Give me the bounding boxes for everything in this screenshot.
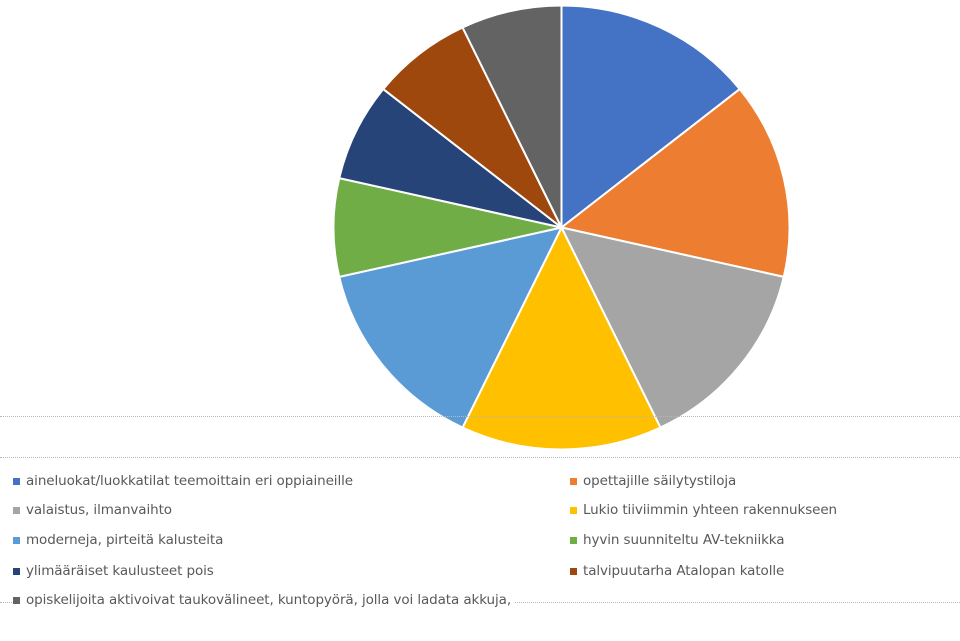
legend-item-6: ylimääräiset kaulusteet pois	[13, 563, 214, 579]
legend-label: Lukio tiiviimmin yhteen rakennukseen	[583, 502, 837, 518]
legend-label: opiskelijoita aktivoivat taukovälineet, …	[26, 592, 512, 608]
pie-slice-2	[560, 226, 785, 429]
legend-label: opettajille säilytystiloja	[583, 473, 737, 489]
pie-slice-5	[332, 177, 563, 278]
legend-marker-icon	[13, 477, 20, 485]
legend-label: moderneja, pirteitä kalusteita	[26, 532, 224, 548]
pie-slice-1	[560, 88, 791, 278]
legend-item-4: moderneja, pirteitä kalusteita	[13, 532, 223, 548]
legend-item-2: valaistus, ilmanvaihto	[13, 502, 172, 518]
pie-slice-3	[461, 226, 662, 451]
legend-item-1: opettajille säilytystiloja	[570, 473, 736, 489]
legend-item-8: opiskelijoita aktivoivat taukovälineet, …	[13, 592, 516, 608]
pie-slice-6	[338, 88, 563, 229]
separator-line-2	[0, 457, 960, 458]
pie-slice-7	[382, 26, 563, 229]
legend-marker-icon	[13, 506, 20, 514]
legend-item-3: Lukio tiiviimmin yhteen rakennukseen	[570, 502, 837, 518]
pie-slice-4	[338, 226, 563, 429]
legend-marker-icon	[13, 536, 20, 544]
legend-item-0: aineluokat/luokkatilat teemoittain eri o…	[13, 473, 353, 489]
legend-marker-icon	[13, 567, 20, 575]
legend-item-7: talvipuutarha Atalopan katolle	[570, 563, 784, 579]
legend-label: talvipuutarha Atalopan katolle	[583, 563, 785, 579]
legend-marker-icon	[570, 567, 577, 575]
legend-label: valaistus, ilmanvaihto	[26, 502, 172, 518]
legend-marker-icon	[570, 536, 577, 544]
pie-slice-0	[560, 4, 741, 229]
pie-slice-8	[461, 4, 563, 229]
legend-label: ylimääräiset kaulusteet pois	[26, 563, 214, 579]
separator-line-1	[0, 416, 960, 417]
legend-marker-icon	[13, 596, 20, 604]
legend-marker-icon	[570, 477, 577, 485]
legend-marker-icon	[570, 506, 577, 514]
legend-label: hyvin suunniteltu AV-tekniikka	[583, 532, 785, 548]
legend-label: aineluokat/luokkatilat teemoittain eri o…	[26, 473, 353, 489]
legend-item-5: hyvin suunniteltu AV-tekniikka	[570, 532, 785, 548]
